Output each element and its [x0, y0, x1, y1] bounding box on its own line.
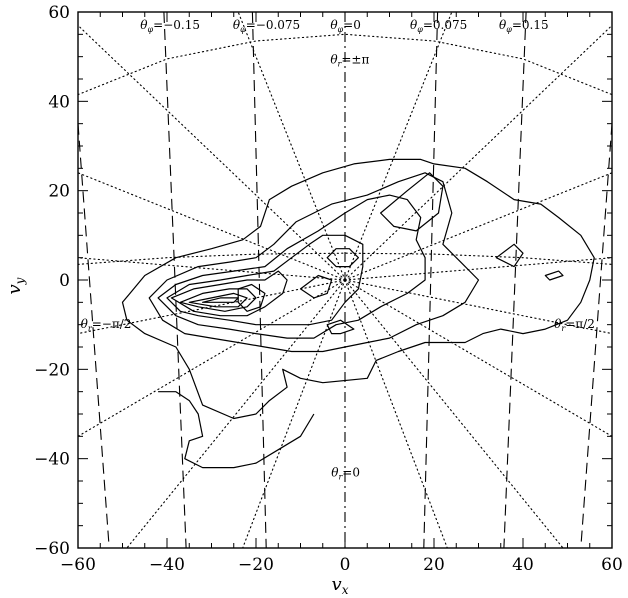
contour-5-level-5 — [170, 270, 288, 317]
annotation-3: θφ=0 — [330, 18, 361, 34]
contour-13-level-3 — [326, 319, 355, 335]
dotted-line-6 — [126, 279, 346, 548]
x-tick-label: 40 — [512, 555, 534, 575]
ticks — [77, 11, 613, 549]
contour-10-level-3 — [380, 172, 444, 232]
dotted-line-15 — [237, 12, 346, 281]
x-tick-label: −60 — [60, 555, 96, 575]
annotation-2: θφ=−0.075 — [233, 18, 300, 34]
annotations: θφ=−0.15 θφ=−0.075 θφ=0 θφ=0.075 θφ=0.15 θr=±… — [81, 18, 595, 482]
x-tick-label: 20 — [423, 555, 445, 575]
dotted-line-10 — [344, 279, 612, 437]
dotted-line-18 — [78, 252, 612, 265]
annotation-7: θr=−π/2 — [81, 317, 132, 333]
dotted-line-9 — [344, 279, 564, 548]
dashed-line-1 — [163, 12, 187, 548]
dotted-line-16 — [344, 12, 453, 281]
x-axis-label: vx — [332, 574, 349, 597]
x-tick-label: 0 — [340, 555, 351, 575]
contour-1-level-1 — [121, 158, 595, 420]
dashed-line-3 — [423, 12, 439, 548]
contour-15-level-2 — [544, 270, 564, 281]
contour-3-level-3 — [157, 194, 426, 339]
contour-11-level-2 — [299, 274, 333, 299]
annotation-8: θr=π/2 — [554, 317, 595, 333]
dashed-guides — [78, 12, 612, 548]
dotted-line-12 — [344, 257, 612, 281]
dotted-line-1 — [78, 24, 346, 281]
contour-7-level-7 — [188, 292, 248, 308]
dotted-guides — [78, 12, 612, 548]
contours — [121, 158, 595, 469]
contour-9-level-9 — [237, 283, 266, 312]
y-tick-label: 20 — [48, 182, 70, 202]
y-tick-label: 0 — [59, 271, 70, 291]
dotted-line-7 — [242, 279, 346, 548]
y-tick-label: 60 — [48, 3, 70, 23]
contour-4-level-4 — [166, 234, 364, 326]
y-tick-label: −40 — [34, 450, 70, 470]
contour-14-level-2 — [495, 243, 524, 268]
y-tick-label: 40 — [48, 92, 70, 112]
dotted-line-14 — [344, 24, 612, 281]
dotted-line-2 — [78, 172, 346, 281]
annotation-4: θφ=0.075 — [410, 18, 467, 34]
contour-16-level-1 — [158, 391, 315, 469]
dashed-line-5 — [78, 123, 110, 548]
annotation-5: θφ=0.15 — [499, 18, 549, 34]
x-tick-label: 60 — [601, 555, 623, 575]
contour-8-level-8 — [202, 297, 239, 303]
dotted-line-13 — [344, 172, 612, 281]
dotted-line-5 — [78, 279, 346, 437]
contour-12-level-2 — [326, 248, 359, 268]
tick-labels: −60 −40 −20 0 20 40 60 −60 −40 −20 0 20 40 60 — [34, 3, 623, 575]
dotted-line-11 — [344, 279, 612, 335]
annotation-6: θr=±π — [330, 52, 369, 68]
dashed-line-4 — [503, 12, 527, 548]
contour-2-level-2 — [148, 172, 480, 353]
contour-6-level-6 — [179, 288, 257, 312]
y-tick-label: −20 — [34, 360, 70, 380]
annotation-1: θφ=−0.15 — [140, 18, 200, 34]
dashed-line-6 — [580, 123, 612, 548]
dotted-line-8 — [344, 279, 448, 548]
x-tick-label: −40 — [149, 555, 185, 575]
annotation-9: θr=0 — [331, 466, 360, 482]
x-tick-label: −20 — [238, 555, 274, 575]
y-tick-label: −60 — [34, 539, 70, 559]
dotted-line-3 — [78, 257, 346, 281]
y-axis-label: vy — [4, 277, 27, 294]
